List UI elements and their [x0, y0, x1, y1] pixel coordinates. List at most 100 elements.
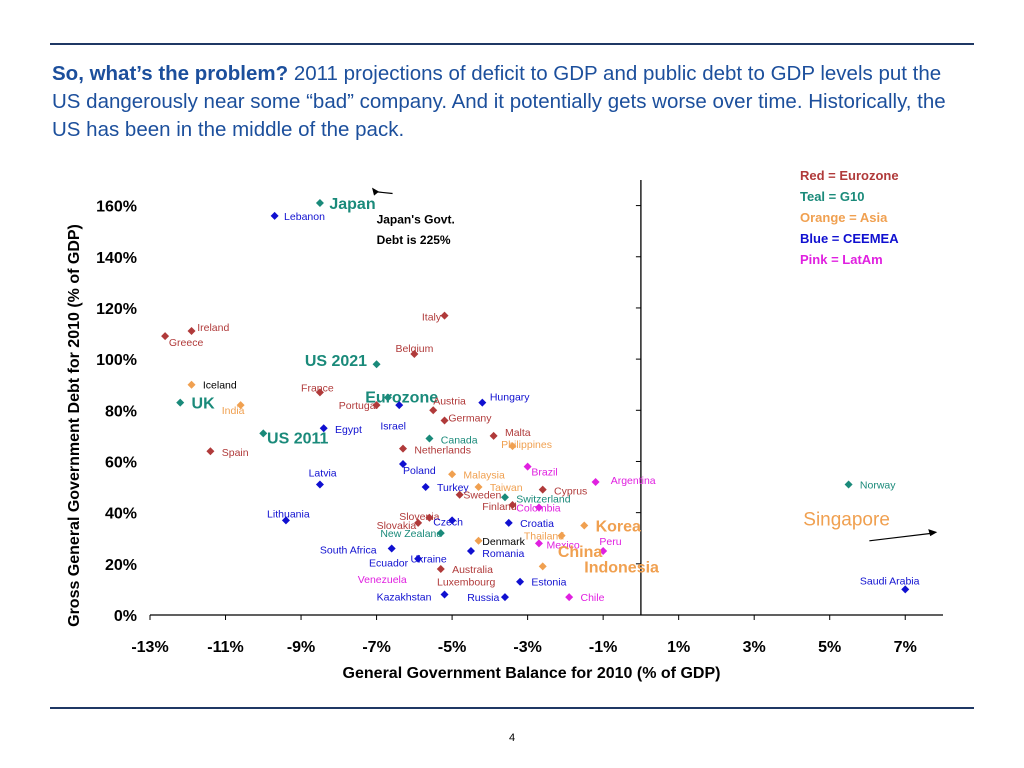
point-marker: [414, 554, 423, 563]
bottom-rule: [50, 707, 974, 709]
point-label: Korea: [596, 518, 641, 535]
x-tick-label: -1%: [589, 639, 617, 656]
point-label: Estonia: [531, 577, 566, 589]
point-marker: [414, 518, 423, 527]
point-label: Switzerland: [516, 493, 570, 505]
point-marker: [448, 470, 457, 479]
point-label: Peru: [599, 536, 621, 548]
point-label: Philippines: [501, 439, 552, 451]
point-label: New Zealand: [380, 528, 442, 540]
point-label: Denmark: [482, 536, 525, 548]
x-tick-label: -13%: [131, 639, 168, 656]
point-marker: [161, 332, 170, 341]
point-label: Canada: [441, 434, 478, 446]
x-tick-label: 5%: [818, 639, 841, 656]
point-label: Norway: [860, 480, 896, 492]
point-marker: [429, 406, 438, 415]
point-label: Ireland: [197, 322, 229, 334]
point-marker: [538, 485, 547, 494]
headline-body: 2011 projections of deficit to GDP and p…: [52, 62, 946, 141]
point-marker: [901, 585, 910, 594]
point-marker: [319, 424, 328, 433]
point-marker: [489, 431, 498, 440]
point-label: Colombia: [516, 503, 561, 515]
y-tick-label: 60%: [105, 454, 137, 471]
y-tick-label: 80%: [105, 403, 137, 420]
point-marker: [372, 360, 381, 369]
point-label: Belgium: [395, 343, 433, 355]
point-marker: [440, 311, 449, 320]
legend-entry: Blue = CEEMEA: [800, 231, 899, 246]
point-marker: [372, 401, 381, 410]
point-marker: [534, 539, 543, 548]
point-label: Iceland: [203, 380, 237, 392]
y-tick-label: 160%: [96, 199, 137, 216]
y-tick-label: 140%: [96, 250, 137, 267]
point-marker: [399, 460, 408, 469]
point-label: Venezuela: [358, 574, 407, 586]
page-number: 4: [508, 732, 516, 744]
point-label: Russia: [467, 592, 499, 604]
point-label: Czech: [433, 516, 463, 528]
y-tick-label: 100%: [96, 352, 137, 369]
point-label: Malaysia: [463, 469, 505, 481]
japan-debt-note-line1: Japan's Govt.: [377, 213, 455, 227]
point-marker: [383, 393, 392, 402]
point-marker: [538, 562, 547, 571]
point-label: Cyprus: [554, 486, 587, 498]
point-label: Lithuania: [267, 508, 310, 520]
point-label: Brazil: [531, 467, 557, 479]
point-marker: [557, 531, 566, 540]
point-label: US 2021: [305, 353, 367, 370]
japan-arrow-head: [372, 187, 380, 196]
point-marker: [591, 477, 600, 486]
point-label: Portugal: [339, 400, 378, 412]
x-tick-label: 7%: [894, 639, 917, 656]
point-marker: [500, 493, 509, 502]
point-marker: [565, 593, 574, 602]
x-tick-label: 3%: [743, 639, 766, 656]
point-marker: [425, 434, 434, 443]
scatter-chart: -13% -11% -9% -7% -5% -3% -1% 1% 3% 5% 7% 0% 20% 40% 6…: [66, 168, 943, 682]
point-marker: [500, 593, 509, 602]
point-marker: [387, 544, 396, 553]
x-tick-label: -5%: [438, 639, 466, 656]
point-label: Hungary: [490, 392, 530, 404]
point-marker: [516, 577, 525, 586]
point-label: UK: [192, 396, 216, 413]
point-label: Croatia: [520, 518, 554, 530]
point-label: Italy: [422, 312, 442, 324]
point-label: Israel: [380, 421, 406, 433]
point-marker: [259, 429, 268, 438]
point-marker: [315, 388, 324, 397]
y-tick-label: 40%: [105, 506, 137, 523]
point-marker: [410, 350, 419, 358]
y-tick-label: 0%: [114, 608, 137, 625]
point-label: US 2011: [267, 430, 328, 447]
singapore-arrow: [869, 532, 934, 542]
point-label: Ecuador: [369, 558, 409, 570]
y-tick-label: 20%: [105, 557, 137, 574]
point-label: India: [222, 405, 245, 417]
point-marker: [421, 483, 430, 492]
point-marker: [236, 401, 245, 410]
point-label: Luxembourg: [437, 577, 496, 589]
legend-entry: Pink = LatAm: [800, 252, 883, 267]
x-tick-label: -9%: [287, 639, 315, 656]
point-label: Saudi Arabia: [860, 575, 920, 587]
y-axis-title: Gross General Government Debt for 2010 (…: [66, 224, 83, 627]
point-marker: [281, 516, 290, 525]
legend-entry: Teal = G10: [800, 189, 864, 204]
point-label: Argentina: [611, 475, 656, 487]
point-marker: [440, 590, 449, 599]
point-label: Australia: [452, 564, 493, 576]
legend-entry: Orange = Asia: [800, 210, 888, 225]
point-marker: [187, 380, 196, 389]
point-marker: [176, 398, 185, 407]
x-tick-label: -11%: [207, 639, 243, 656]
point-marker: [534, 503, 543, 512]
point-marker: [523, 462, 532, 471]
point-marker: [474, 536, 483, 545]
point-label: Taiwan: [490, 482, 523, 494]
point-label: Finland: [482, 501, 517, 513]
